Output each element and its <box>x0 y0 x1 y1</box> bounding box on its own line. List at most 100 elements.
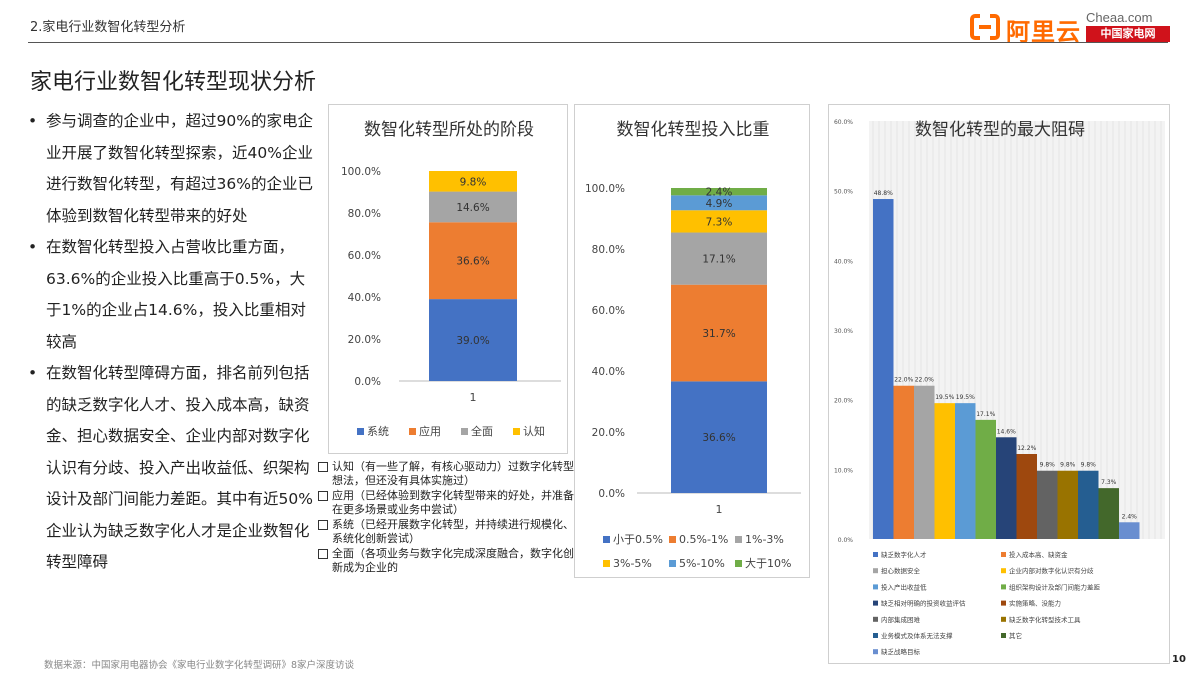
data-label: 48.8% <box>874 190 893 197</box>
legend-swatch <box>873 568 878 574</box>
partner-logo-cn: 中国家电网 <box>1086 26 1170 42</box>
legend-swatch <box>461 428 468 435</box>
legend-swatch <box>1001 600 1006 606</box>
bar <box>955 403 976 539</box>
legend-label: 3%-5% <box>613 557 652 570</box>
legend-label: 企业内部对数字化认识有分歧 <box>1009 566 1094 575</box>
legend-label: 缺乏数字化转型技术工具 <box>1009 615 1081 624</box>
legend-swatch <box>409 428 416 435</box>
chart-stage-panel: 数智化转型所处的阶段 0.0% 20.0% 40.0% 60.0% 80.0% 100.0%… <box>328 104 568 454</box>
legend-swatch <box>1001 616 1006 622</box>
y-tick-label: 50.0% <box>834 189 853 196</box>
bar-segment <box>671 188 767 196</box>
bar <box>914 385 935 539</box>
legend-label: 缺乏战略目标 <box>881 647 921 656</box>
bullet-item: 参与调查的企业中，超过90%的家电企业开展了数智化转型探索，近40%企业进行数智… <box>28 106 318 232</box>
legend-label: 组织架构设计及部门间能力差距 <box>1009 582 1101 591</box>
y-tick-label: 30.0% <box>834 328 853 335</box>
legend-label: 投入成本高、缺资金 <box>1009 550 1068 559</box>
bar-segment <box>429 191 517 223</box>
bar <box>1016 454 1037 539</box>
data-label: 2.4% <box>1122 513 1138 520</box>
legend-swatch <box>669 560 676 567</box>
legend-swatch <box>669 536 676 543</box>
x-tick-label: 1 <box>470 391 477 404</box>
legend-swatch <box>513 428 520 435</box>
legend-label: 其它 <box>1009 631 1022 640</box>
legend-label: 应用 <box>419 424 441 438</box>
bar <box>996 437 1017 539</box>
legend-swatch <box>603 560 610 567</box>
y-tick-label: 40.0% <box>834 258 853 265</box>
bar <box>1057 470 1078 539</box>
data-label: 17.1% <box>702 254 735 266</box>
legend-label: 5%-10% <box>679 557 725 570</box>
data-source: 数据来源：中国家用电器协会《家电行业数字化转型调研》8家户深度访谈 <box>44 660 355 671</box>
data-label: 36.6% <box>702 432 735 444</box>
bar-segment <box>671 195 767 211</box>
partner-logo: Cheaa.com <box>1086 10 1153 25</box>
legend-label: 全面 <box>471 424 493 438</box>
chart-investment-panel: 数智化转型投入比重 0.0% 20.0% 40.0% 60.0% 80.0% 100.0% 3… <box>574 104 810 578</box>
legend-swatch <box>603 536 610 543</box>
legend-label: 小于0.5% <box>613 533 663 546</box>
legend-label: 内部集成困难 <box>881 615 921 624</box>
legend-label: 缺乏数字化人才 <box>881 550 927 559</box>
data-label: 36.6% <box>456 256 489 268</box>
data-label: 7.3% <box>706 216 733 228</box>
data-label: 9.8% <box>460 176 487 188</box>
legend-label: 0.5%-1% <box>679 533 728 546</box>
legend-label: 业务模式及体系无法支撑 <box>881 631 953 640</box>
chart-title: 数智化转型的最大阻碍 <box>915 120 1085 140</box>
y-tick-label: 0.0% <box>598 488 625 500</box>
y-tick-label: 40.0% <box>348 292 381 304</box>
bar <box>1078 470 1099 539</box>
y-tick-label: 20.0% <box>592 427 625 439</box>
y-tick-label: 20.0% <box>348 334 381 346</box>
y-tick-label: 80.0% <box>348 208 381 220</box>
legend-label: 认知 <box>523 424 545 438</box>
chart-investment: 数智化转型投入比重 0.0% 20.0% 40.0% 60.0% 80.0% 100.0% 3… <box>585 120 801 570</box>
y-tick-label: 0.0% <box>354 376 381 388</box>
legend-swatch <box>873 584 878 590</box>
bar-segment <box>671 284 767 382</box>
legend-swatch <box>735 536 742 543</box>
data-label: 22.0% <box>894 377 913 384</box>
legend-swatch <box>735 560 742 567</box>
bar-segment <box>429 299 517 381</box>
chart-stage: 数智化转型所处的阶段 0.0% 20.0% 40.0% 60.0% 80.0% 100.0%… <box>341 120 561 438</box>
alibaba-cloud-logo: 阿里云 Cheaa.com 中国家电网 <box>970 10 1170 46</box>
chart-title: 数智化转型投入比重 <box>617 120 770 140</box>
y-tick-label: 40.0% <box>592 366 625 378</box>
legend-swatch <box>357 428 364 435</box>
note-item: 认知（有一些了解，有核心驱动力）过数字化转型想法，但还没有具体实施过） <box>318 460 576 487</box>
y-tick-label: 60.0% <box>834 119 853 126</box>
y-tick-label: 10.0% <box>834 467 853 474</box>
bar <box>893 385 914 539</box>
legend-label: 大于10% <box>745 556 791 570</box>
data-label: 31.7% <box>702 328 735 340</box>
bullet-item: 在数智化转型障碍方面，排名前列包括的缺乏数字化人才、投入成本高，缺资金、担心数据… <box>28 358 318 579</box>
bar-segment <box>429 222 517 300</box>
legend-swatch <box>1001 568 1006 574</box>
y-tick-label: 60.0% <box>348 250 381 262</box>
bar-segment <box>671 232 767 285</box>
data-label: 2.4% <box>706 187 733 199</box>
legend-swatch <box>873 616 878 622</box>
logo-text: 阿里云 <box>1006 18 1081 46</box>
data-label: 12.2% <box>1017 445 1036 452</box>
chart-title: 数智化转型所处的阶段 <box>364 120 534 140</box>
legend-swatch <box>1001 584 1006 590</box>
bar <box>1037 470 1058 539</box>
bar <box>1119 522 1140 539</box>
bar-segment <box>429 171 517 192</box>
bar <box>934 403 955 539</box>
legend-label: 系统 <box>367 425 389 438</box>
data-label: 9.8% <box>1081 462 1097 469</box>
bullet-list: 参与调查的企业中，超过90%的家电企业开展了数智化转型探索，近40%企业进行数智… <box>28 106 318 579</box>
legend-label: 缺乏相对明确的投资收益评估 <box>881 599 966 608</box>
section-label: 2.家电行业数智化转型分析 <box>30 20 186 35</box>
bar <box>1098 488 1119 539</box>
legend-label: 实施策略、没能力 <box>1009 599 1061 608</box>
legend-swatch <box>873 633 878 638</box>
